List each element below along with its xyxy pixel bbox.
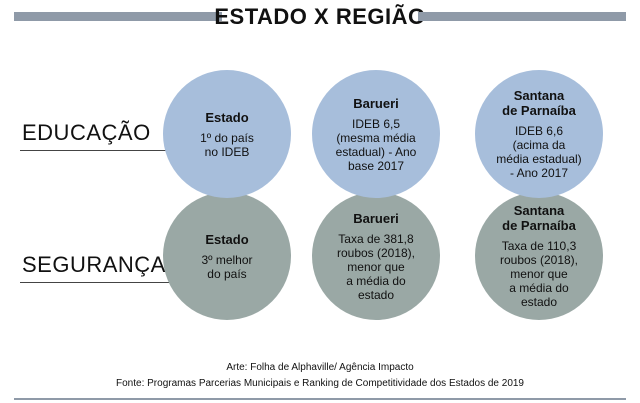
row-label-education: EDUCAÇÃO bbox=[22, 120, 151, 145]
circle-heading: Estado bbox=[205, 231, 249, 247]
circle-text: Taxa de 381,8 roubos (2018), menor que a… bbox=[336, 231, 416, 302]
circle-heading: Barueri bbox=[353, 95, 399, 111]
circle-security-barueri: Barueri Taxa de 381,8 roubos (2018), men… bbox=[312, 192, 440, 320]
header-rule-right bbox=[418, 12, 626, 21]
circle-heading: Santana de Parnaíba bbox=[502, 203, 576, 233]
circle-education-santana: Santana de Parnaíba IDEB 6,6 (acima da m… bbox=[475, 70, 603, 198]
circle-education-barueri: Barueri IDEB 6,5 (mesma média estadual) … bbox=[312, 70, 440, 198]
row-line-security bbox=[20, 282, 200, 283]
source-credit: Fonte: Programas Parcerias Municipais e … bbox=[116, 378, 524, 389]
circle-text: 3º melhor do país bbox=[201, 252, 253, 281]
page-title: ESTADO X REGIÃO bbox=[214, 4, 426, 29]
circle-text: IDEB 6,5 (mesma média estadual) - Ano ba… bbox=[335, 116, 417, 173]
row-label-security: SEGURANÇA bbox=[22, 252, 166, 277]
row-line-education bbox=[20, 150, 200, 151]
circle-security-santana: Santana de Parnaíba Taxa de 110,3 roubos… bbox=[475, 192, 603, 320]
circle-text: Taxa de 110,3 roubos (2018), menor que a… bbox=[499, 239, 579, 309]
art-credit: Arte: Folha de Alphaville/ Agência Impac… bbox=[226, 362, 414, 373]
header-rule-left bbox=[14, 12, 222, 21]
circle-education-estado: Estado 1º do país no IDEB bbox=[163, 70, 291, 198]
circle-text: IDEB 6,6 (acima da média estadual) - Ano… bbox=[496, 124, 582, 180]
circle-heading: Santana de Parnaíba bbox=[502, 88, 576, 118]
circle-text: 1º do país no IDEB bbox=[200, 130, 254, 159]
circle-heading: Estado bbox=[205, 109, 249, 125]
bottom-rule bbox=[14, 398, 626, 400]
circle-security-estado: Estado 3º melhor do país bbox=[163, 192, 291, 320]
circle-heading: Barueri bbox=[353, 210, 399, 226]
